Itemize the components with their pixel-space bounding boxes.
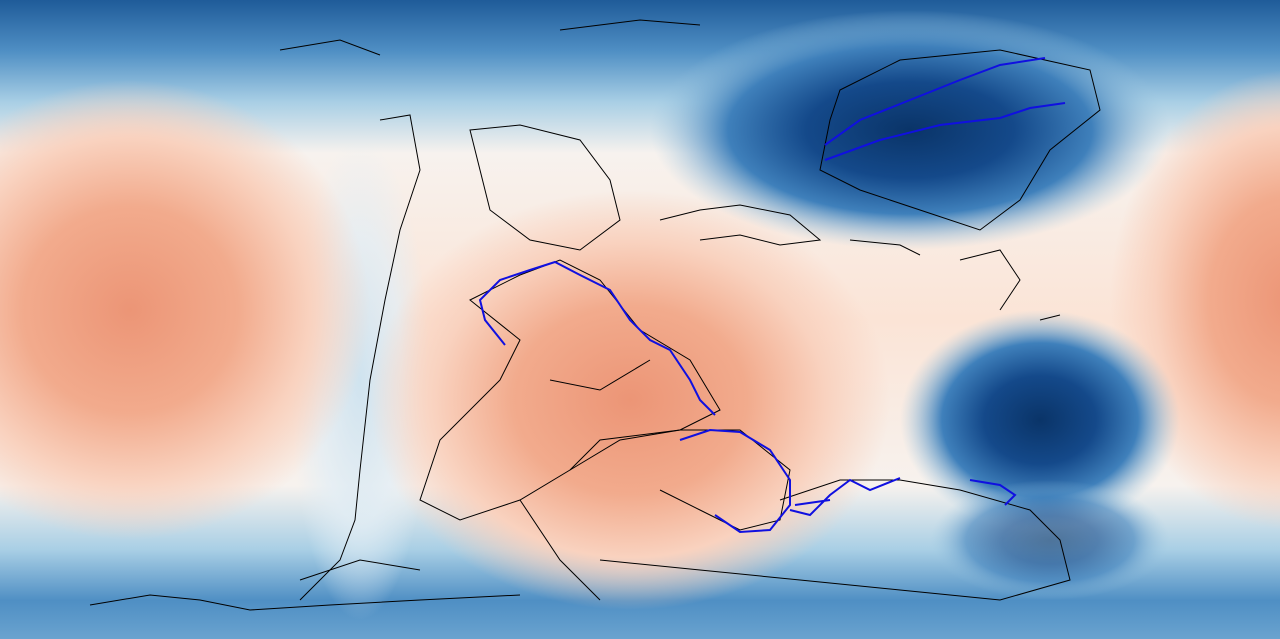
cold-region bbox=[650, 10, 1170, 250]
boundary-line bbox=[478, 260, 716, 416]
boundary-line bbox=[679, 428, 791, 534]
coastline bbox=[599, 479, 1071, 601]
coastline bbox=[849, 239, 1061, 321]
coastline bbox=[659, 204, 822, 246]
warm-region bbox=[370, 190, 890, 610]
coastline bbox=[659, 429, 791, 531]
boundaries bbox=[478, 57, 1066, 534]
cold-region bbox=[900, 310, 1180, 530]
boundary-line bbox=[824, 57, 1046, 146]
boundary-line bbox=[824, 102, 1066, 161]
coastlines bbox=[89, 19, 1101, 611]
coastline bbox=[299, 114, 421, 601]
coastline bbox=[469, 124, 621, 251]
boundary-line bbox=[789, 477, 901, 517]
coastline bbox=[819, 49, 1101, 231]
coastline bbox=[89, 559, 521, 611]
coastline bbox=[419, 259, 721, 521]
boundary-line bbox=[969, 479, 1017, 506]
warm-region bbox=[0, 80, 370, 540]
coastline bbox=[279, 19, 701, 56]
cold-region bbox=[930, 480, 1170, 600]
coastline bbox=[519, 359, 681, 601]
